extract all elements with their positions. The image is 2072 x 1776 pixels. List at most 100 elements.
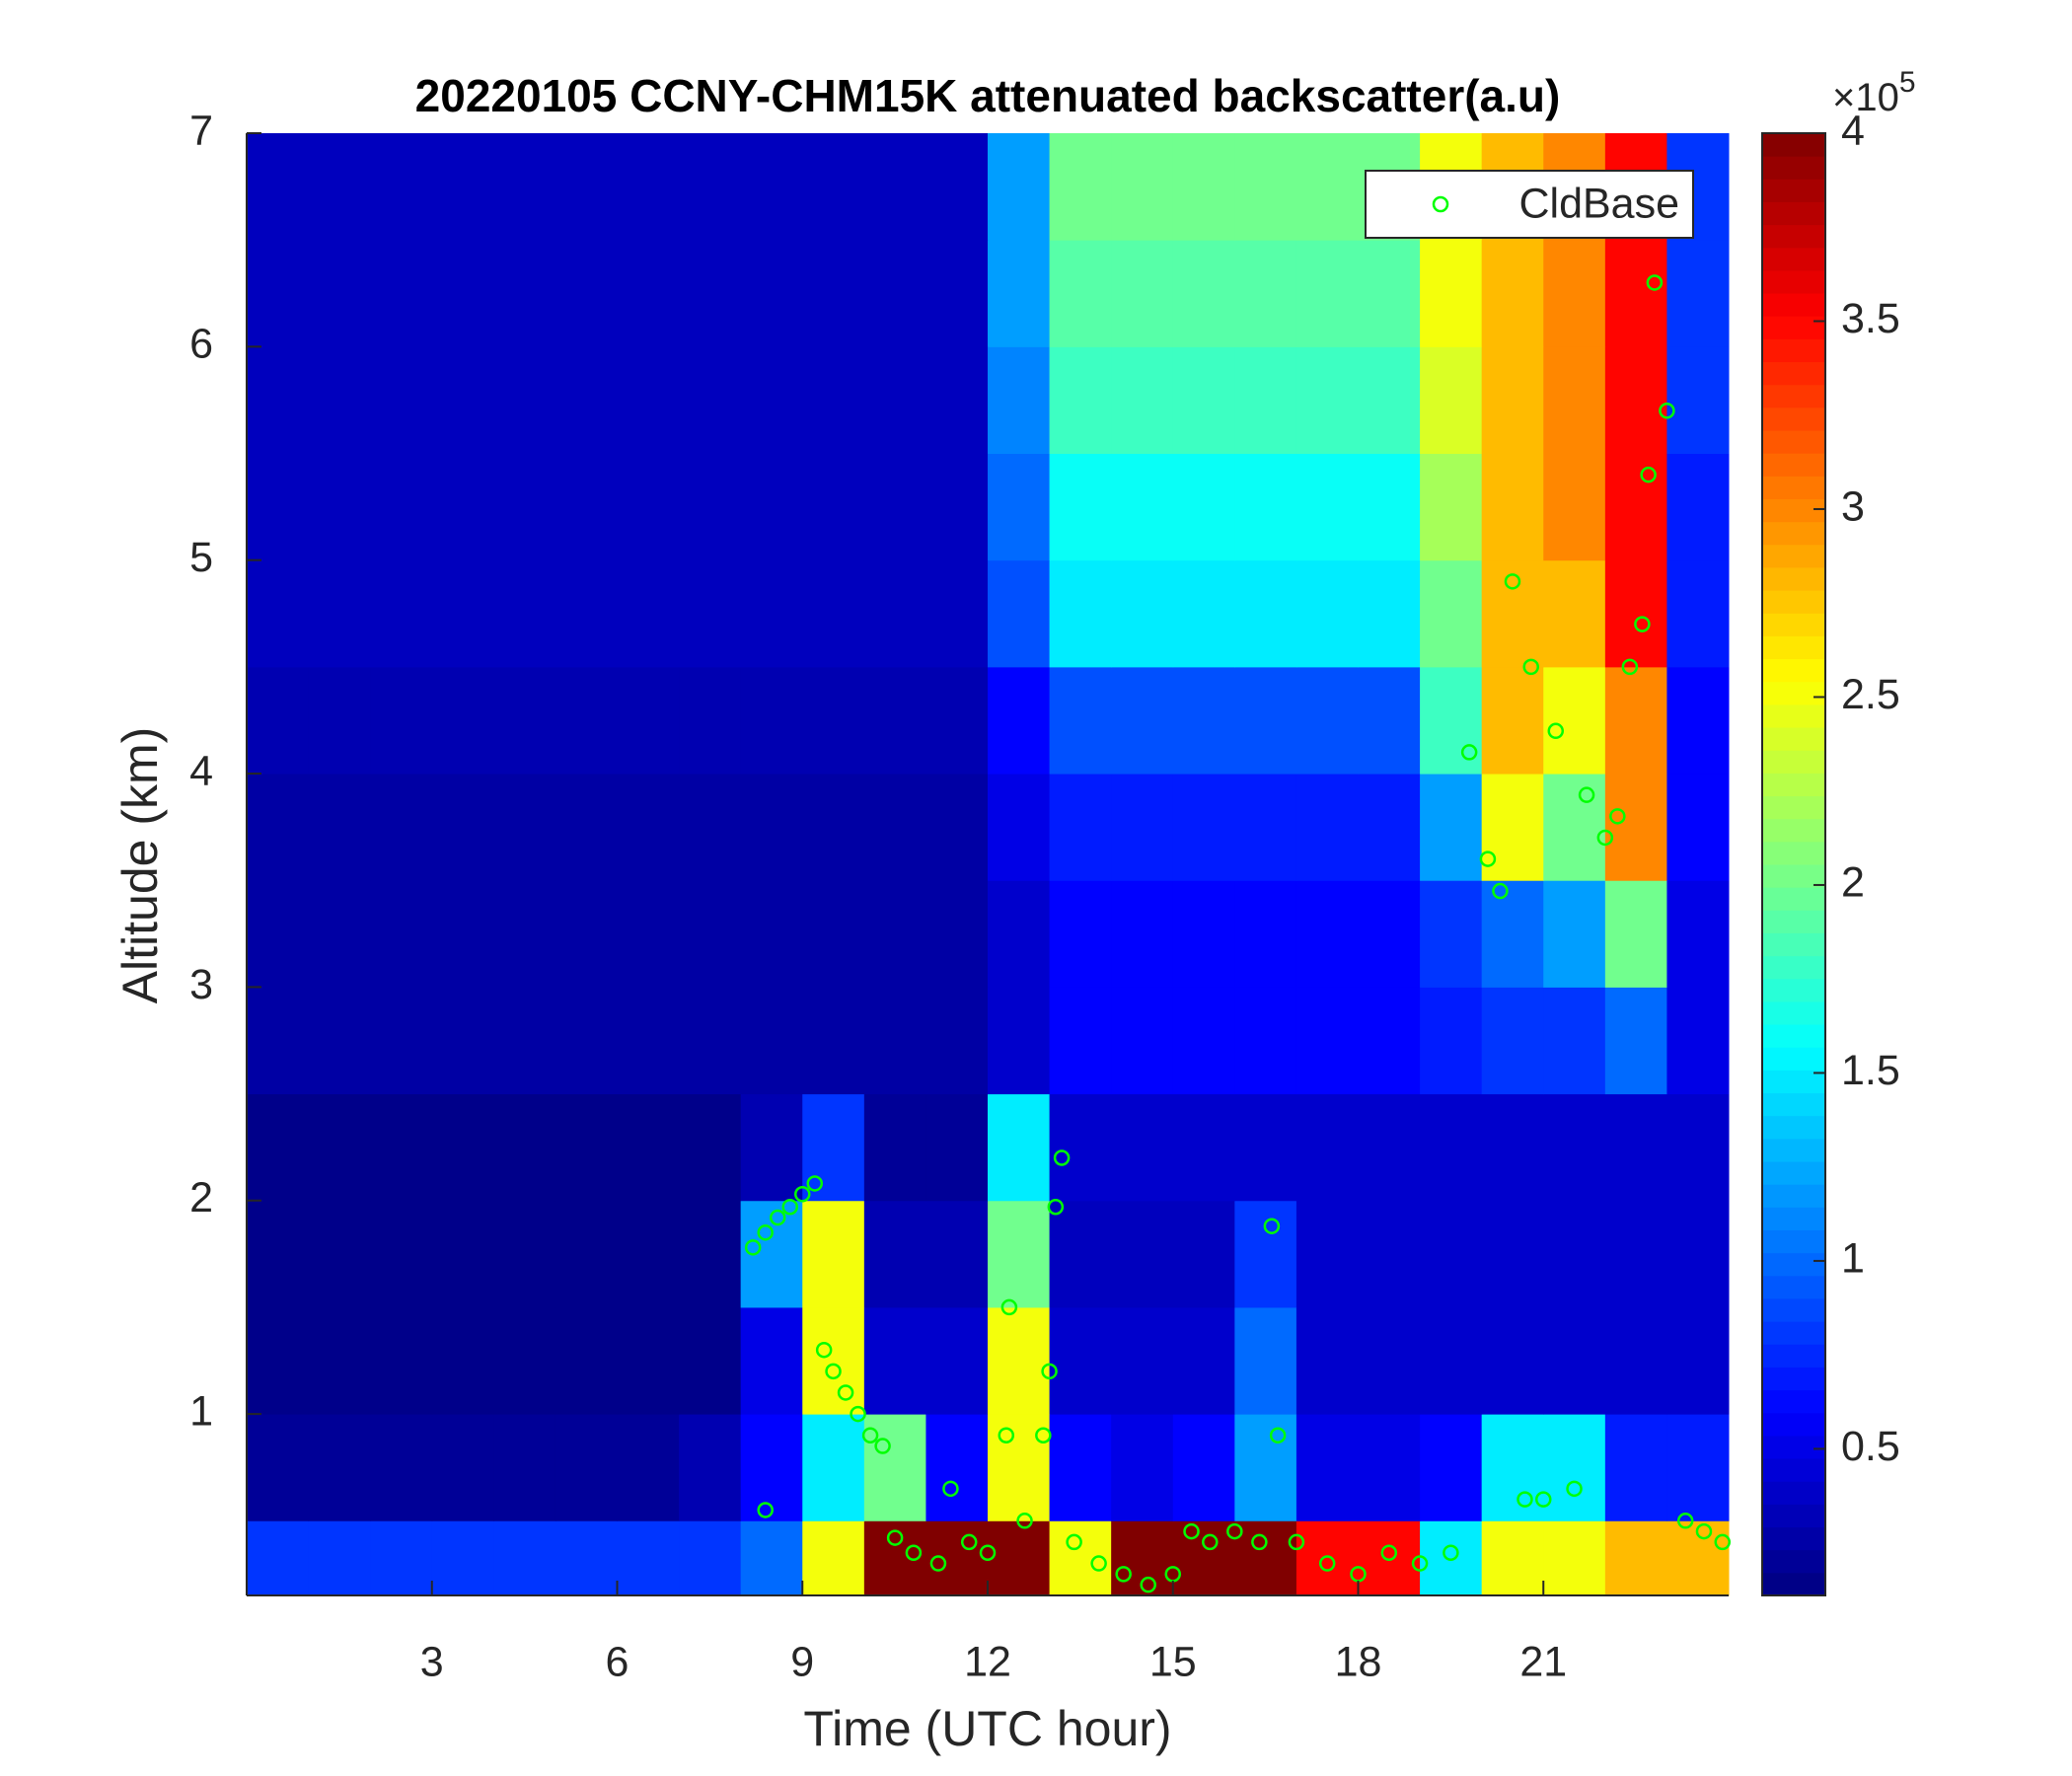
heat-cell bbox=[1295, 987, 1359, 1095]
colorbar-segment bbox=[1762, 1458, 1825, 1482]
heat-cell bbox=[555, 240, 618, 347]
colorbar-segment bbox=[1762, 864, 1825, 888]
heat-cell bbox=[1295, 666, 1359, 775]
heat-cell bbox=[740, 1093, 803, 1202]
heat-cell bbox=[370, 133, 433, 241]
heat-cell bbox=[740, 880, 803, 988]
heat-cell bbox=[370, 774, 433, 881]
heat-cell bbox=[431, 1200, 494, 1308]
heat-cell bbox=[1172, 1093, 1235, 1202]
heat-cell bbox=[493, 666, 556, 775]
colorbar-segment bbox=[1762, 613, 1825, 636]
heat-cell bbox=[1481, 1414, 1544, 1521]
heat-cell bbox=[925, 987, 989, 1095]
heat-cell bbox=[370, 1520, 433, 1596]
heat-cell bbox=[308, 1200, 371, 1308]
heat-cell bbox=[925, 1520, 989, 1596]
heat-cell bbox=[247, 880, 310, 988]
heat-cell bbox=[925, 774, 989, 881]
heat-cell bbox=[1420, 1306, 1483, 1415]
cloud-base-point bbox=[1535, 1491, 1552, 1508]
heat-cell bbox=[493, 1414, 556, 1521]
heat-cell bbox=[740, 1520, 803, 1596]
heat-cell bbox=[679, 240, 742, 347]
heat-cell bbox=[1420, 346, 1483, 455]
heat-cell bbox=[1358, 987, 1421, 1095]
colorbar-segment bbox=[1762, 727, 1825, 751]
colorbar-segment bbox=[1762, 1572, 1825, 1596]
heat-cell bbox=[740, 987, 803, 1095]
heat-cell bbox=[740, 133, 803, 241]
heat-cell bbox=[802, 1093, 865, 1202]
colorbar-segment bbox=[1762, 384, 1825, 408]
colorbar-segment bbox=[1762, 1092, 1825, 1117]
cloud-base-point bbox=[1053, 1149, 1071, 1166]
heat-cell bbox=[1295, 1200, 1359, 1308]
heat-cell bbox=[555, 1520, 618, 1596]
heat-cell bbox=[493, 133, 556, 241]
heat-cell bbox=[1111, 240, 1174, 347]
cloud-base-point bbox=[886, 1529, 904, 1546]
heat-cell bbox=[1172, 1520, 1235, 1596]
heat-cell bbox=[1172, 346, 1235, 455]
colorbar-segment bbox=[1762, 1435, 1825, 1459]
heat-cell bbox=[370, 453, 433, 561]
heat-cell bbox=[740, 1414, 803, 1521]
heat-cell bbox=[1234, 346, 1297, 455]
cloud-base-point bbox=[1066, 1533, 1082, 1551]
heat-cell bbox=[431, 666, 494, 775]
cloud-base-point bbox=[1251, 1533, 1268, 1551]
heat-cell bbox=[988, 774, 1051, 881]
colorbar-segment bbox=[1762, 1252, 1825, 1277]
heat-cell bbox=[988, 1200, 1051, 1308]
heat-cell bbox=[863, 559, 926, 668]
heat-cell bbox=[1604, 1306, 1667, 1415]
colorbar-segment bbox=[1762, 293, 1825, 317]
colorbar-segment bbox=[1762, 407, 1825, 431]
heat-cell bbox=[555, 774, 618, 881]
colorbar-segment bbox=[1762, 133, 1825, 157]
heat-cell bbox=[1049, 453, 1112, 561]
heat-cell bbox=[1234, 1093, 1297, 1202]
cloud-base-point bbox=[1504, 573, 1521, 590]
heat-cell bbox=[1543, 453, 1606, 561]
colorbar-tick-label: 1.5 bbox=[1841, 1047, 1900, 1094]
colorbar-segment bbox=[1762, 1297, 1825, 1322]
heat-cell bbox=[1049, 346, 1112, 455]
heat-cell bbox=[802, 880, 865, 988]
heat-cell bbox=[617, 880, 680, 988]
cloud-base-point bbox=[1460, 744, 1478, 761]
heat-cell bbox=[1234, 1200, 1297, 1308]
heat-cell bbox=[925, 1093, 989, 1202]
heat-cell bbox=[370, 559, 433, 668]
heat-cell bbox=[1172, 880, 1235, 988]
colorbar-segment bbox=[1762, 1275, 1825, 1299]
heat-cell bbox=[1666, 1200, 1730, 1308]
heat-cell bbox=[1111, 1093, 1174, 1202]
cloud-base-point bbox=[1621, 658, 1639, 676]
y-axis-label: Altitude (km) bbox=[112, 727, 168, 1004]
colorbar-segment bbox=[1762, 269, 1825, 294]
heat-cell bbox=[1604, 666, 1667, 775]
cloud-base-point bbox=[825, 1363, 842, 1380]
y-tick-label: 7 bbox=[189, 107, 213, 154]
heat-cell bbox=[988, 666, 1051, 775]
heat-cell bbox=[555, 453, 618, 561]
heat-cell bbox=[1358, 1520, 1421, 1596]
heat-cell bbox=[617, 559, 680, 668]
heat-cell bbox=[802, 453, 865, 561]
heat-cell bbox=[802, 1200, 865, 1308]
colorbar-segment bbox=[1762, 1412, 1825, 1437]
heat-cell bbox=[617, 1414, 680, 1521]
heat-cell bbox=[493, 559, 556, 668]
heat-cell bbox=[493, 774, 556, 881]
heat-cell bbox=[988, 240, 1051, 347]
heat-cell bbox=[308, 240, 371, 347]
heat-cell bbox=[370, 666, 433, 775]
colorbar-segment bbox=[1762, 1161, 1825, 1185]
cloud-base-point bbox=[815, 1341, 833, 1359]
colorbar-segment bbox=[1762, 978, 1825, 1002]
heat-cell bbox=[1420, 1200, 1483, 1308]
heat-cell bbox=[863, 880, 926, 988]
heat-cell bbox=[1481, 1200, 1544, 1308]
